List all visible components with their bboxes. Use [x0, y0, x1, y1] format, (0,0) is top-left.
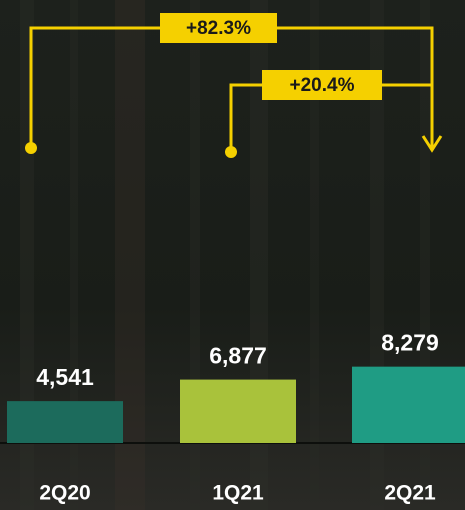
connector-dot: [225, 146, 237, 158]
annotation-label: +20.4%: [290, 75, 355, 96]
connector-dot: [25, 142, 37, 154]
annotation-label: +82.3%: [186, 18, 251, 39]
arrow-head: [421, 135, 443, 153]
x-tick-label: 1Q21: [212, 482, 264, 505]
value-label: 6,877: [209, 343, 267, 369]
value-label: 8,279: [381, 330, 439, 356]
bar: [352, 366, 465, 443]
bar: [7, 401, 123, 443]
x-tick-label: 2Q21: [384, 482, 436, 505]
bar: [180, 379, 296, 443]
annotation-box: [160, 13, 277, 43]
x-tick-label: 2Q20: [39, 482, 90, 505]
annotation-box: [262, 70, 382, 100]
value-label: 4,541: [36, 364, 94, 390]
